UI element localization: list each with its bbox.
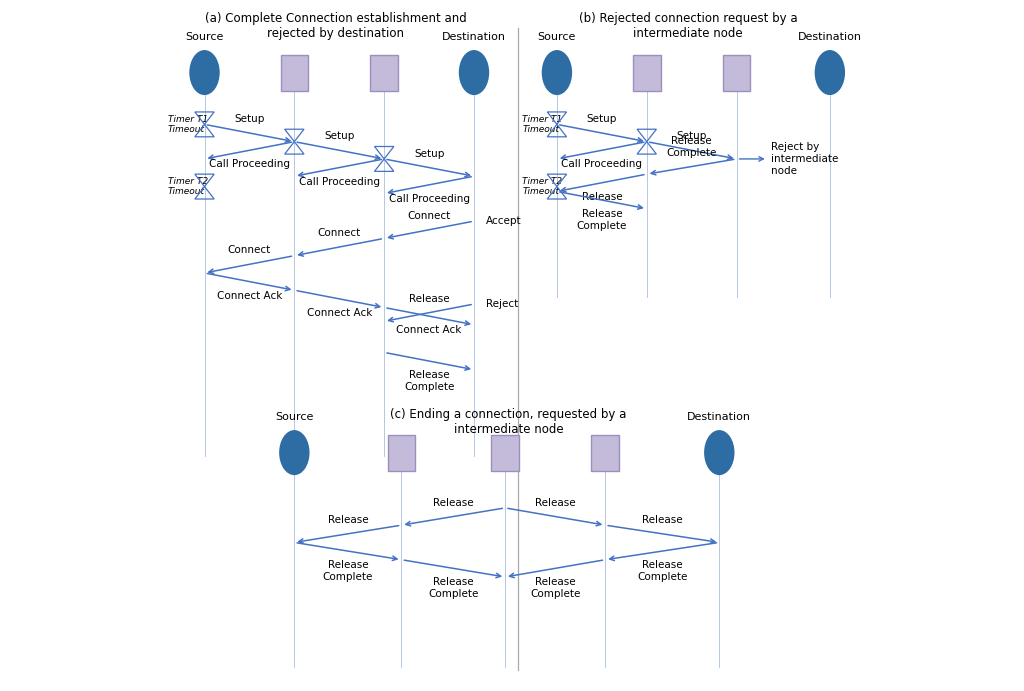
Text: Release: Release: [535, 498, 575, 507]
FancyBboxPatch shape: [592, 435, 620, 471]
FancyBboxPatch shape: [281, 55, 308, 91]
Ellipse shape: [280, 430, 309, 475]
Text: Release: Release: [433, 498, 473, 507]
Text: Call Proceeding: Call Proceeding: [209, 160, 290, 169]
Text: Call Proceeding: Call Proceeding: [299, 176, 380, 187]
Text: Timer T2
Timeout: Timer T2 Timeout: [168, 177, 208, 196]
FancyBboxPatch shape: [492, 435, 519, 471]
FancyBboxPatch shape: [371, 55, 398, 91]
Text: Reject: Reject: [485, 299, 518, 309]
Text: Destination: Destination: [798, 32, 862, 41]
Text: Destination: Destination: [442, 32, 506, 41]
FancyBboxPatch shape: [388, 435, 416, 471]
Text: Timer T1
Timeout: Timer T1 Timeout: [522, 115, 562, 134]
Text: Timer T1
Timeout: Timer T1 Timeout: [168, 115, 208, 134]
Text: Release
Complete: Release Complete: [403, 370, 455, 392]
Text: Release
Complete: Release Complete: [428, 578, 478, 599]
Text: Setup: Setup: [324, 131, 354, 142]
Text: (b) Rejected connection request by a
intermediate node: (b) Rejected connection request by a int…: [579, 12, 798, 41]
Text: Accept: Accept: [485, 216, 521, 226]
FancyBboxPatch shape: [633, 55, 660, 91]
Text: Source: Source: [275, 412, 313, 422]
Ellipse shape: [815, 50, 845, 95]
Text: (c) Ending a connection, requested by a
intermediate node: (c) Ending a connection, requested by a …: [390, 408, 627, 436]
Text: Source: Source: [185, 32, 223, 41]
Text: Connect Ack: Connect Ack: [396, 325, 462, 335]
Ellipse shape: [189, 50, 220, 95]
Text: Setup: Setup: [587, 114, 617, 124]
Text: Release: Release: [642, 515, 683, 525]
Text: Release
Complete: Release Complete: [637, 560, 687, 582]
Ellipse shape: [705, 430, 734, 475]
Text: Release: Release: [328, 515, 369, 525]
Text: Release
Complete: Release Complete: [530, 578, 581, 599]
Text: Destination: Destination: [687, 412, 752, 422]
Text: Release: Release: [409, 294, 450, 304]
Text: Release
Complete: Release Complete: [323, 560, 373, 582]
FancyBboxPatch shape: [723, 55, 751, 91]
Text: Setup: Setup: [414, 149, 444, 158]
Ellipse shape: [542, 50, 572, 95]
Text: Call Proceeding: Call Proceeding: [388, 194, 470, 204]
Text: Call Proceeding: Call Proceeding: [561, 160, 642, 169]
Text: Setup: Setup: [677, 131, 707, 142]
Text: Timer T2
Timeout: Timer T2 Timeout: [522, 177, 562, 196]
Ellipse shape: [459, 50, 489, 95]
Text: Connect Ack: Connect Ack: [306, 308, 372, 318]
Text: Setup: Setup: [234, 114, 264, 124]
Text: Reject by
intermediate
node: Reject by intermediate node: [771, 142, 839, 176]
Text: (a) Complete Connection establishment and
rejected by destination: (a) Complete Connection establishment an…: [205, 12, 467, 41]
Text: Connect Ack: Connect Ack: [217, 290, 282, 301]
Text: Connect: Connect: [317, 228, 360, 238]
Text: Connect: Connect: [408, 211, 451, 221]
Text: Connect: Connect: [227, 245, 271, 256]
Text: Release
Complete: Release Complete: [577, 209, 627, 231]
Text: Source: Source: [538, 32, 577, 41]
Text: Release
Complete: Release Complete: [667, 136, 717, 158]
Text: Release: Release: [582, 192, 623, 202]
